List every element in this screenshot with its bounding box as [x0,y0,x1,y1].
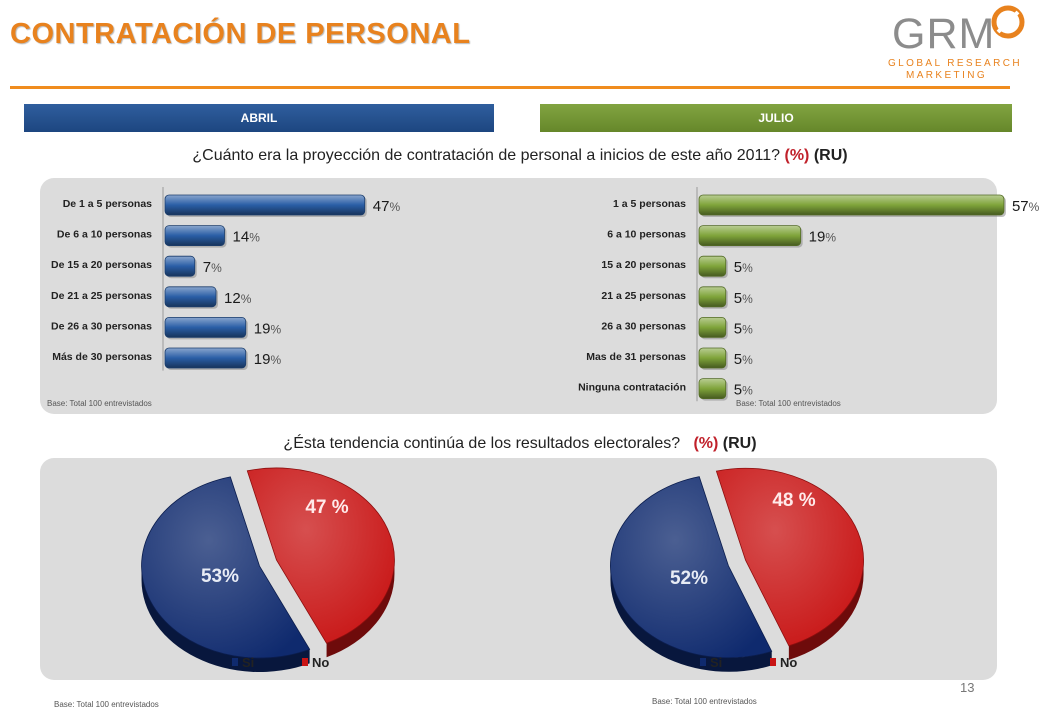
page-number: 13 [960,680,975,695]
question-1-ru: (RU) [813,147,848,164]
question-1: ¿Cuánto era la proyección de contratació… [0,147,1040,165]
base-note-pie-julio: Base: Total 100 entrevistados [652,697,757,706]
question-1-unit: (%) [784,147,810,164]
logo-tagline: GLOBAL RESEARCH MARKETING [888,58,1028,82]
header-divider [10,86,1010,89]
data-label: 57% [1012,198,1040,215]
base-note-bars-abril: Base: Total 100 entrevistados [47,399,152,408]
period-header-abril: ABRIL [24,104,494,132]
question-2-text: ¿Ésta tendencia continúa de los resultad… [283,435,681,452]
bar-charts-panel [40,178,997,414]
question-2-unit: (%) [693,435,719,452]
logo-wordmark: GRM [892,10,996,58]
grm-logo: GRM GLOBAL RESEARCH MARKETING [888,0,1028,90]
logo-swirl-icon [991,5,1025,39]
logo-line-2: MARKETING [906,70,988,81]
base-note-pie-abril: Base: Total 100 entrevistados [54,700,159,709]
logo-line-1: GLOBAL RESEARCH [888,58,1022,69]
question-1-text: ¿Cuánto era la proyección de contratació… [192,147,781,164]
period-header-julio: JULIO [540,104,1012,132]
base-note-bars-julio: Base: Total 100 entrevistados [736,399,841,408]
page-title: CONTRATACIÓN DE PERSONAL [10,18,471,50]
question-2: ¿Ésta tendencia continúa de los resultad… [0,435,1040,453]
pie-charts-panel [40,458,997,680]
question-2-ru: (RU) [722,435,757,452]
